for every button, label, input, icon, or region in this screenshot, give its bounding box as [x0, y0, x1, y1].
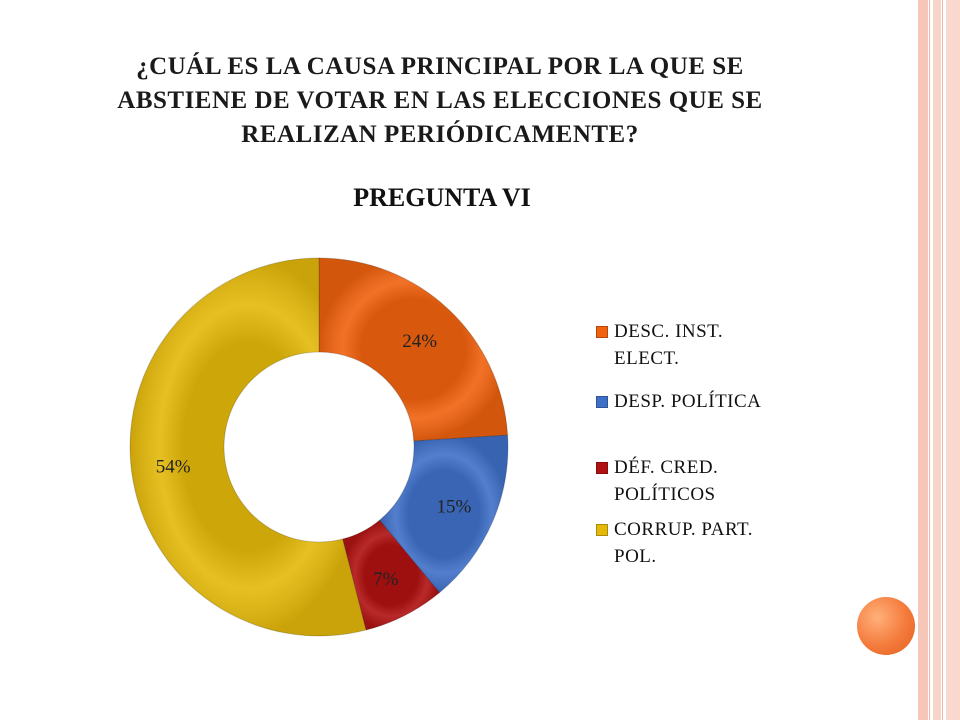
chart-title: PREGUNTA VI: [353, 183, 530, 212]
legend-label: DESC. INST. ELECT.: [614, 318, 854, 372]
legend-label-line: ELECT.: [614, 348, 680, 369]
slice-data-label: 15%: [436, 496, 471, 517]
legend-label-line: DÉF. CRED.: [614, 457, 719, 478]
slide-title-line: REALIZAN PERIÓDICAMENTE?: [241, 121, 639, 148]
decorative-side-line: [929, 0, 930, 720]
slice-shading: [379, 435, 508, 593]
legend-label-line: CORRUP. PART.: [614, 519, 753, 540]
decorative-side-bar: [933, 0, 941, 720]
legend-label: DÉF. CRED. POLÍTICOS: [614, 454, 854, 508]
legend-label: CORRUP. PART. POL.: [614, 516, 854, 570]
decorative-side-bar: [946, 0, 960, 720]
legend-swatch: [596, 326, 608, 338]
legend-swatch: [596, 524, 608, 536]
legend-label-line: DESP. POLÍTICA: [614, 391, 762, 412]
legend-label-line: POL.: [614, 546, 657, 567]
legend-label-line: POLÍTICOS: [614, 484, 716, 505]
slice-data-label: 24%: [402, 331, 437, 352]
legend-label-line: DESC. INST.: [614, 321, 724, 342]
slice-shading: [319, 258, 508, 442]
slice-shading: [342, 520, 440, 631]
slice-shading: [129, 257, 367, 636]
decorative-orange-circle: [857, 597, 915, 655]
legend-swatch: [596, 396, 608, 408]
slice-data-label: 54%: [156, 456, 191, 477]
slide-title-line: ¿CUÁL ES LA CAUSA PRINCIPAL POR LA QUE S…: [136, 53, 744, 80]
decorative-side-bar: [918, 0, 928, 720]
legend-swatch: [596, 462, 608, 474]
decorative-side-line: [942, 0, 943, 720]
slide-title-line: ABSTIENE DE VOTAR EN LAS ELECCIONES QUE …: [117, 87, 763, 114]
legend-label: DESP. POLÍTICA: [614, 388, 854, 415]
slide-title: ¿CUÁL ES LA CAUSA PRINCIPAL POR LA QUE S…: [40, 50, 840, 152]
slice-data-label: 7%: [373, 569, 399, 590]
